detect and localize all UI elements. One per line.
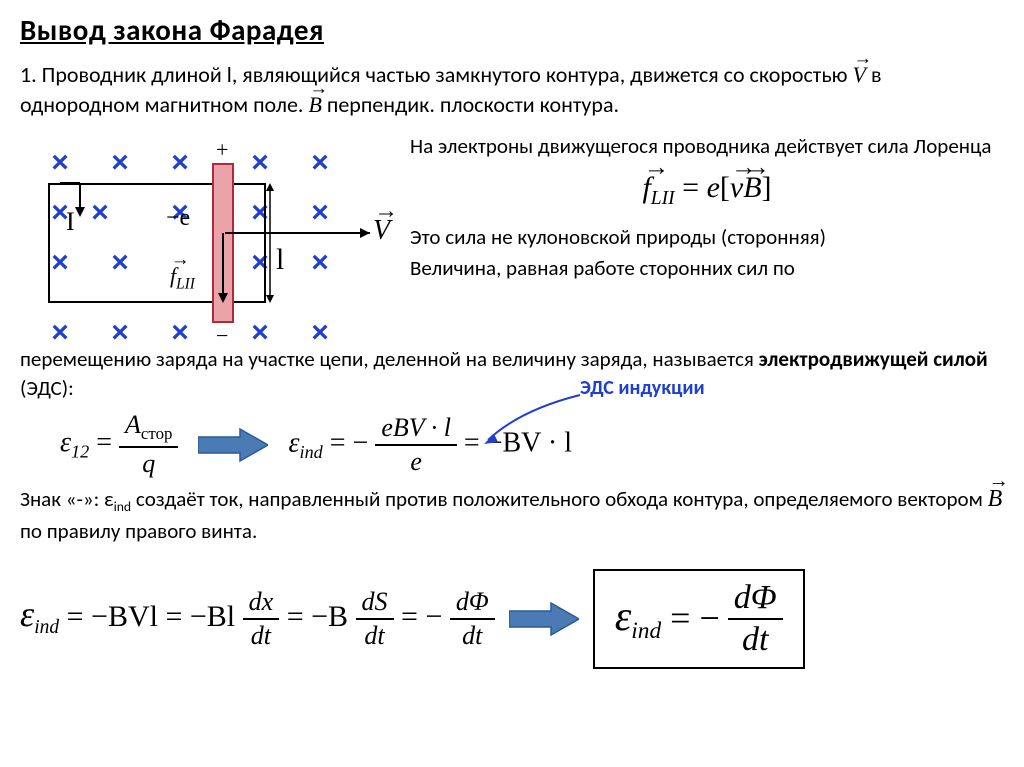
intro-text-3: перпендик. плоскости контура. (327, 91, 619, 118)
page-title: Вывод закона Фарадея (20, 12, 1004, 48)
implies-arrow-1 (198, 427, 268, 463)
intro-paragraph: 1. Проводник длиной l, являющийся частью… (20, 60, 1004, 119)
callout-arrow (480, 390, 590, 450)
sign-explanation: Знак «-»: εind создаёт ток, направленный… (20, 483, 1004, 545)
intro-vector-V: V (853, 60, 866, 90)
intro-vector-B: B (308, 90, 321, 120)
implies-arrow-2 (509, 601, 579, 637)
non-coulomb-text: Это сила не кулоновской природы (сторонн… (410, 224, 1004, 251)
emf-formula-row: ЭДС индукции ε12 = Aсторq εind = − eBV ·… (60, 412, 1004, 477)
faraday-law-box: εind = − dΦdt (593, 569, 805, 669)
final-derivation: εind = −BVl = −Bl dxdt = −B dSdt = − dΦd… (20, 569, 1004, 669)
work-text: Величина, равная работе сторонних сил по (410, 255, 1004, 282)
diagram-arrows (20, 133, 390, 343)
emf-induction-callout: ЭДС индукции (580, 376, 705, 400)
eq1: ε12 = Aсторq (60, 412, 178, 477)
lorentz-text: На электроны движущегося проводника дейс… (410, 133, 1004, 160)
lorentz-formula: fLII = e[vB] (410, 171, 1004, 210)
intro-text-1: 1. Проводник длиной l, являющийся частью… (20, 61, 853, 88)
circuit-diagram: ××××× ××××× ×××× ××××× + − I −e fLII l V (20, 133, 390, 343)
